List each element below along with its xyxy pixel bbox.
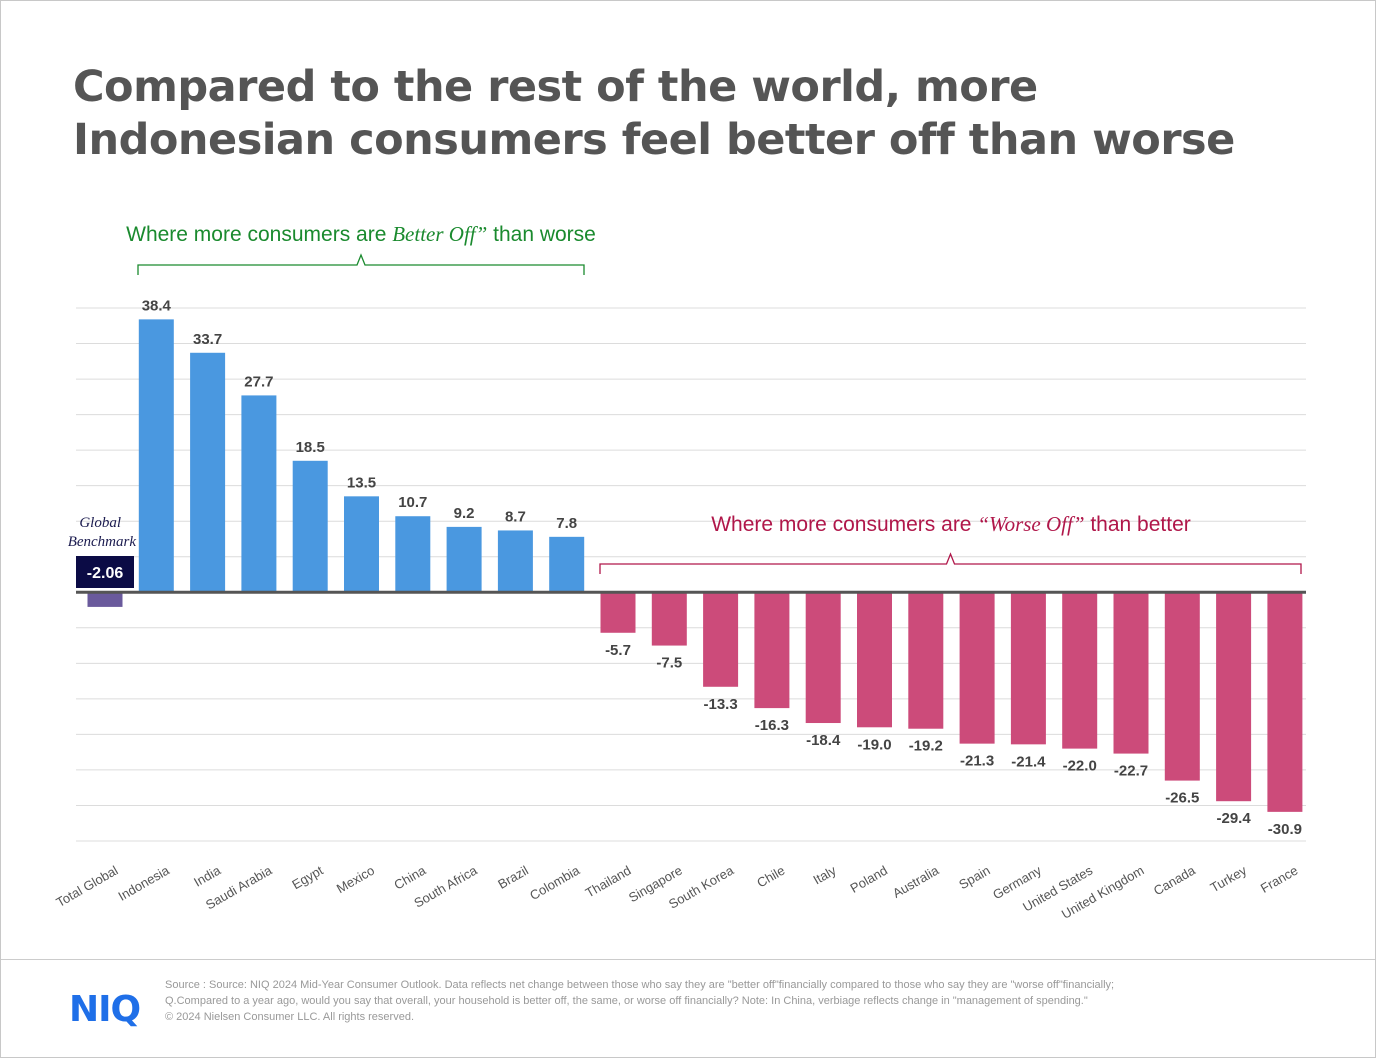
- x-tick-label: Egypt: [289, 862, 326, 892]
- data-label: -13.3: [703, 696, 737, 713]
- footer-divider: [1, 959, 1375, 960]
- data-label: 10.7: [398, 494, 427, 511]
- worse-off-bracket: [599, 552, 1302, 574]
- x-tick-label: Canada: [1151, 862, 1199, 898]
- worse-off-annotation: Where more consumers are “Worse Off” tha…: [711, 512, 1191, 536]
- benchmark-label: Benchmark: [68, 534, 137, 550]
- better-off-annotation: Where more consumers are Better Off” tha…: [126, 222, 596, 246]
- x-tick-label: Mexico: [334, 863, 377, 897]
- bar: [805, 592, 841, 724]
- bar: [703, 592, 739, 687]
- data-label: 18.5: [296, 439, 325, 456]
- x-tick-label: China: [391, 862, 429, 892]
- data-label: -18.4: [806, 732, 841, 749]
- source-line-2: Q.Compared to a year ago, would you say …: [165, 995, 1088, 1007]
- x-tick-label: France: [1258, 863, 1301, 896]
- bar: [754, 592, 790, 709]
- niq-logo: NIQ: [69, 989, 141, 1030]
- bar: [549, 536, 585, 593]
- x-tick-label: Turkey: [1208, 862, 1250, 895]
- source-line-1: Source : Source: NIQ 2024 Mid-Year Consu…: [165, 979, 1115, 991]
- copyright: © 2024 Nielsen Consumer LLC. All rights …: [165, 1011, 414, 1023]
- x-tick-label: Australia: [890, 862, 942, 901]
- x-tick-label: India: [191, 862, 224, 889]
- x-tick-label: Thailand: [583, 863, 634, 901]
- x-tick-label: Poland: [847, 863, 890, 896]
- bar: [1062, 592, 1098, 749]
- x-tick-label: Chile: [754, 863, 787, 891]
- bar: [600, 592, 636, 633]
- data-label: -21.4: [1011, 753, 1046, 770]
- bar: [292, 460, 328, 593]
- data-label: -22.7: [1114, 763, 1148, 780]
- bar: [1164, 592, 1200, 781]
- data-label: 27.7: [244, 373, 273, 390]
- data-label: -30.9: [1268, 821, 1302, 838]
- benchmark-value: -2.06: [87, 565, 124, 582]
- x-tick-label: Total Global: [54, 863, 121, 910]
- data-label: -16.3: [755, 717, 789, 734]
- data-label: 7.8: [556, 515, 577, 532]
- data-label: -5.7: [605, 642, 631, 659]
- bar: [241, 395, 277, 593]
- data-label: -22.0: [1063, 758, 1097, 775]
- data-label: -21.3: [960, 753, 994, 770]
- bar: [138, 319, 174, 593]
- data-label: -26.5: [1165, 790, 1199, 807]
- better-off-bracket: [137, 253, 585, 275]
- x-tick-label: Indonesia: [115, 862, 172, 904]
- bar: [1216, 592, 1252, 802]
- bar-chart: Total Global38.4Indonesia33.7India27.7Sa…: [54, 222, 1306, 922]
- bar: [1267, 592, 1303, 812]
- x-tick-label: Italy: [811, 862, 840, 887]
- data-label: -19.2: [909, 738, 943, 755]
- data-label: 9.2: [454, 505, 475, 522]
- bar: [1010, 592, 1046, 745]
- data-label: -29.4: [1216, 810, 1251, 827]
- benchmark-box: [76, 556, 134, 588]
- data-label: 38.4: [142, 297, 172, 314]
- chart-title: Compared to the rest of the world, more …: [73, 62, 1235, 165]
- bar: [497, 530, 533, 593]
- x-tick-label: Colombia: [527, 862, 583, 903]
- bar: [959, 592, 995, 744]
- x-tick-label: Spain: [956, 863, 992, 893]
- source-note: Source : Source: NIQ 2024 Mid-Year Consu…: [165, 977, 1114, 1025]
- bar: [87, 592, 123, 607]
- data-label: -7.5: [656, 655, 682, 672]
- benchmark-label: Global: [79, 515, 121, 531]
- data-label: 8.7: [505, 508, 526, 525]
- x-tick-label: Brazil: [495, 863, 531, 892]
- data-label: 13.5: [347, 474, 376, 491]
- bar: [344, 496, 379, 593]
- bar: [651, 592, 687, 646]
- bar: [395, 516, 431, 593]
- bar: [857, 592, 892, 728]
- bar: [190, 352, 226, 593]
- bar: [908, 592, 944, 729]
- bar: [1113, 592, 1149, 754]
- data-label: 33.7: [193, 331, 222, 348]
- data-label: -19.0: [857, 736, 891, 753]
- bar: [446, 526, 482, 593]
